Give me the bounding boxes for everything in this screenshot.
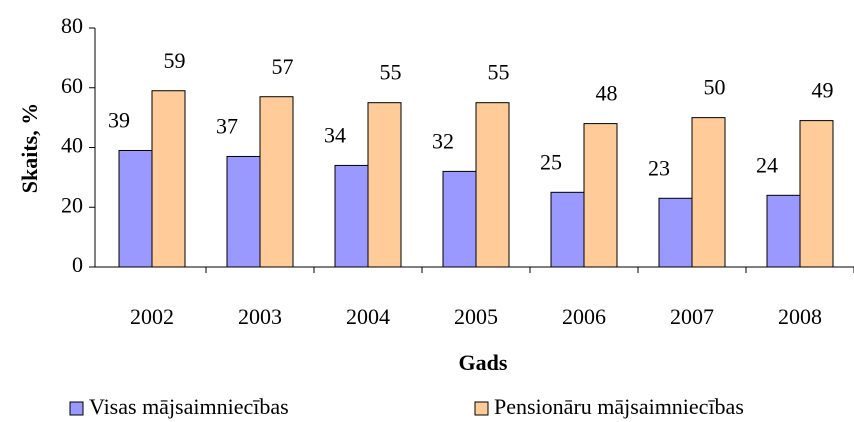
legend-label: Pensionāru mājsaimniecības — [494, 394, 744, 419]
value-label: 25 — [540, 149, 562, 174]
x-tick-label: 2008 — [778, 304, 822, 329]
value-label: 39 — [108, 108, 130, 133]
y-tick-label: 40 — [61, 133, 83, 158]
x-tick-label: 2002 — [130, 304, 174, 329]
bar — [151, 90, 186, 268]
bar — [442, 170, 477, 268]
y-tick-label: 0 — [72, 252, 83, 277]
value-label: 48 — [596, 81, 618, 106]
bar — [550, 191, 585, 268]
value-label: 32 — [432, 128, 454, 153]
x-tick-label: 2006 — [562, 304, 606, 329]
y-tick-label: 60 — [61, 73, 83, 98]
bar — [691, 117, 726, 268]
value-label: 57 — [272, 54, 294, 79]
value-label: 24 — [756, 152, 778, 177]
bar — [118, 149, 153, 268]
bar — [367, 102, 402, 268]
value-label: 55 — [380, 60, 402, 85]
y-tick-label: 20 — [61, 192, 83, 217]
value-label: 34 — [324, 122, 346, 147]
bar — [766, 194, 801, 268]
bar — [259, 96, 294, 268]
y-axis-title: Skaits, % — [17, 103, 42, 193]
value-label: 23 — [648, 155, 670, 180]
legend-swatch — [69, 401, 84, 416]
bar — [475, 102, 510, 268]
value-label: 49 — [812, 78, 834, 103]
bar — [334, 164, 369, 268]
x-tick-label: 2003 — [238, 304, 282, 329]
x-axis-title: Gads — [459, 350, 508, 375]
bar — [658, 197, 693, 268]
value-label: 50 — [704, 75, 726, 100]
x-tick-label: 2005 — [454, 304, 498, 329]
legend-swatch — [474, 401, 489, 416]
value-label: 55 — [488, 60, 510, 85]
x-tick-label: 2007 — [670, 304, 714, 329]
x-tick-label: 2004 — [346, 304, 390, 329]
bar — [583, 123, 618, 268]
value-label: 37 — [216, 114, 238, 139]
bar — [226, 155, 261, 268]
legend-label: Visas mājsaimniecības — [89, 394, 289, 419]
y-tick-label: 80 — [61, 13, 83, 38]
value-label: 59 — [164, 48, 186, 73]
bar — [799, 120, 834, 268]
